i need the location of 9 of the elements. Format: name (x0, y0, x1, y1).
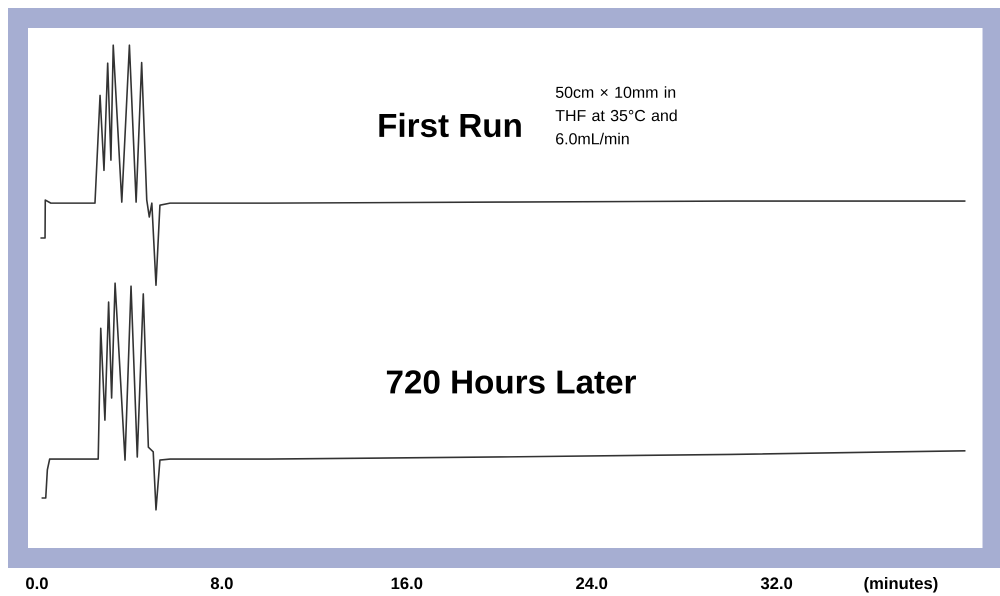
series-label: 720 Hours Later (386, 370, 636, 394)
x-tick-label: 0.0 (26, 577, 48, 590)
x-axis-title: (minutes) (864, 576, 938, 592)
x-tick-label: 24.0 (576, 577, 608, 590)
x-tick-label: 32.0 (760, 577, 792, 590)
x-tick-label: 16.0 (392, 577, 422, 590)
annotation: 50cm × 10mm in THF at 35°C and 6.0mL/min (556, 86, 677, 144)
series-label: First Run (379, 112, 521, 138)
x-tick-label: 8.0 (210, 577, 233, 590)
